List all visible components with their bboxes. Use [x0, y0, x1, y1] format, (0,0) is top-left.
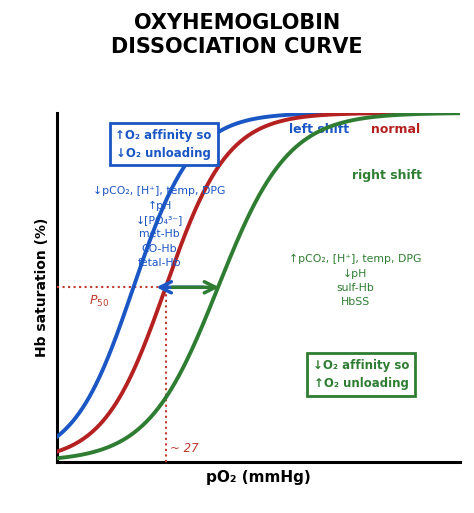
- Text: ↑O₂ affinity so
↓O₂ unloading: ↑O₂ affinity so ↓O₂ unloading: [116, 129, 212, 160]
- Text: $P_{50}$: $P_{50}$: [89, 294, 109, 309]
- Text: ↓pCO₂, [H⁺], temp, DPG
↑pH
↓[PO₄³⁻]
met-Hb
CO-Hb
fetal-Hb: ↓pCO₂, [H⁺], temp, DPG ↑pH ↓[PO₄³⁻] met-…: [93, 186, 226, 268]
- Text: right shift: right shift: [352, 169, 422, 182]
- Y-axis label: Hb saturation (%): Hb saturation (%): [35, 218, 48, 357]
- Text: normal: normal: [371, 123, 420, 136]
- Text: ↑pCO₂, [H⁺], temp, DPG
↓pH
sulf-Hb
HbSS: ↑pCO₂, [H⁺], temp, DPG ↓pH sulf-Hb HbSS: [289, 254, 421, 307]
- Text: left shift: left shift: [289, 123, 349, 136]
- Text: OXYHEMOGLOBIN
DISSOCIATION CURVE: OXYHEMOGLOBIN DISSOCIATION CURVE: [111, 13, 363, 57]
- Text: ~ 27: ~ 27: [170, 442, 198, 455]
- Text: ↓O₂ affinity so
↑O₂ unloading: ↓O₂ affinity so ↑O₂ unloading: [313, 359, 409, 390]
- X-axis label: pO₂ (mmHg): pO₂ (mmHg): [206, 470, 310, 485]
